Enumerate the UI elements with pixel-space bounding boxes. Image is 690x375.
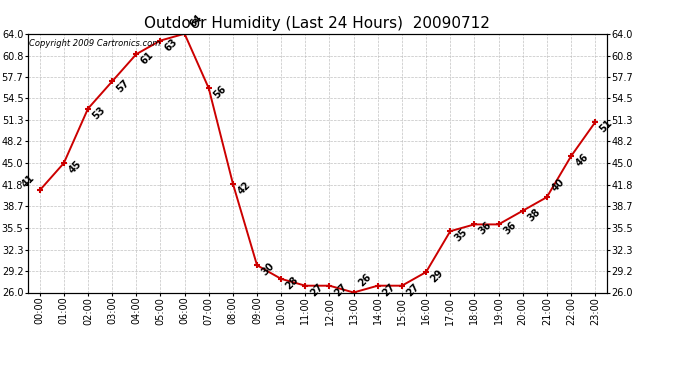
Text: 63: 63 (164, 36, 180, 53)
Text: 36: 36 (502, 220, 518, 237)
Text: 38: 38 (526, 207, 542, 223)
Text: 57: 57 (115, 77, 132, 94)
Text: 53: 53 (91, 105, 108, 121)
Text: 27: 27 (333, 282, 349, 298)
Text: Copyright 2009 Cartronics.com: Copyright 2009 Cartronics.com (29, 39, 160, 48)
Text: 29: 29 (429, 268, 446, 285)
Text: 56: 56 (212, 84, 228, 101)
Title: Outdoor Humidity (Last 24 Hours)  20090712: Outdoor Humidity (Last 24 Hours) 2009071… (144, 16, 491, 31)
Text: 64: 64 (188, 13, 204, 30)
Text: 35: 35 (453, 227, 470, 244)
Text: 46: 46 (574, 152, 591, 169)
Text: 27: 27 (381, 282, 397, 298)
Text: 26: 26 (357, 272, 373, 288)
Text: 41: 41 (20, 172, 37, 189)
Text: 51: 51 (598, 118, 615, 135)
Text: 61: 61 (139, 50, 156, 67)
Text: 27: 27 (405, 282, 422, 298)
Text: 40: 40 (550, 176, 566, 193)
Text: 30: 30 (260, 261, 277, 278)
Text: 36: 36 (477, 220, 494, 237)
Text: 28: 28 (284, 274, 301, 291)
Text: 42: 42 (236, 179, 253, 196)
Text: 27: 27 (308, 282, 325, 298)
Text: 45: 45 (67, 159, 83, 176)
